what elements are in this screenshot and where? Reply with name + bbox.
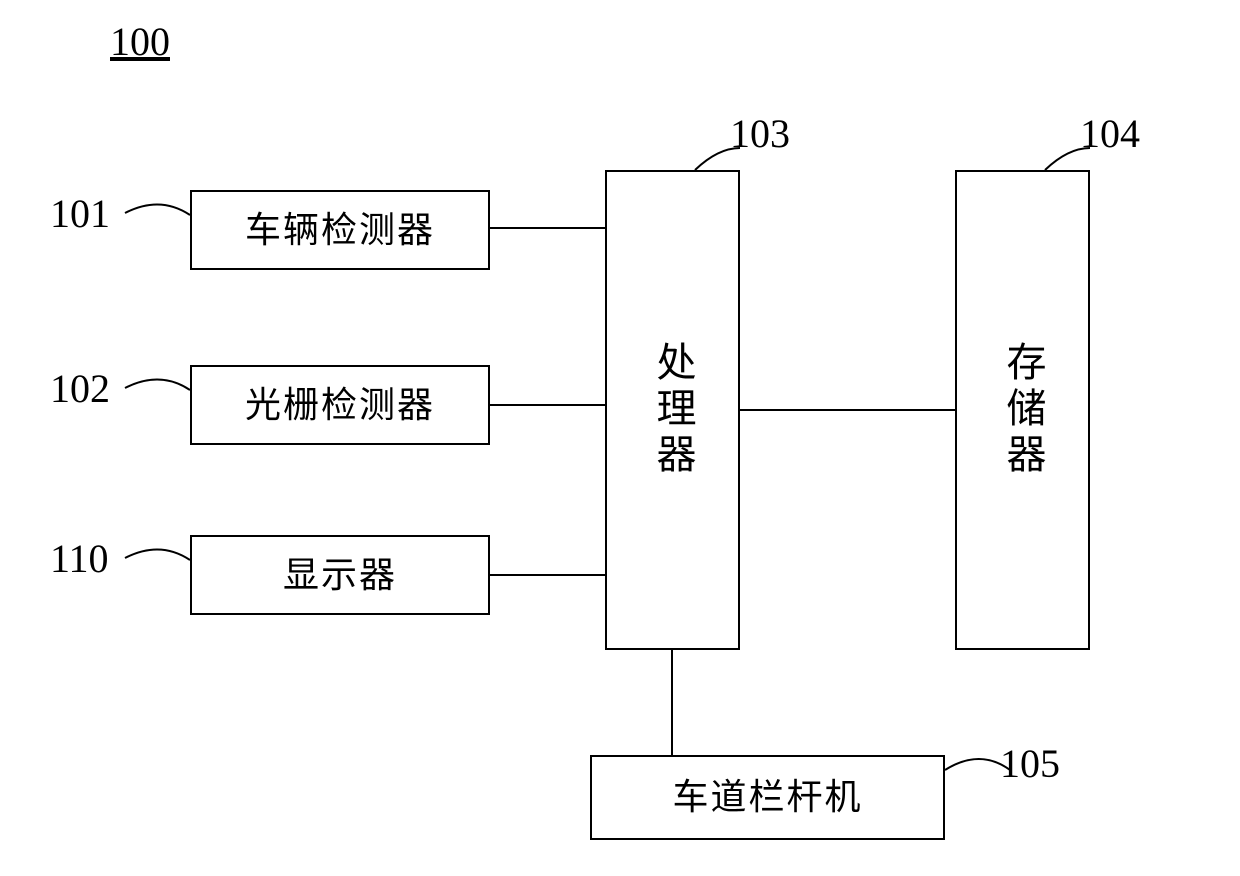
node-memory-label: 存储器 <box>1003 341 1043 479</box>
ref-103: 103 <box>730 110 790 157</box>
node-vehicle-detector: 车辆检测器 <box>190 190 490 270</box>
node-display-label: 显示器 <box>283 552 397 599</box>
ref-105-text: 105 <box>1000 741 1060 786</box>
ref-101: 101 <box>50 190 110 237</box>
ref-101-text: 101 <box>50 191 110 236</box>
node-memory: 存储器 <box>955 170 1090 650</box>
node-processor-label: 处理器 <box>653 341 693 479</box>
ref-104-text: 104 <box>1080 111 1140 156</box>
ref-104: 104 <box>1080 110 1140 157</box>
ref-110-text: 110 <box>50 536 109 581</box>
ref-102-text: 102 <box>50 366 110 411</box>
figure-reference-100: 100 <box>110 18 170 65</box>
node-display: 显示器 <box>190 535 490 615</box>
figure-reference-100-text: 100 <box>110 19 170 64</box>
ref-103-text: 103 <box>730 111 790 156</box>
node-grating-detector-label: 光栅检测器 <box>245 382 435 429</box>
node-processor: 处理器 <box>605 170 740 650</box>
ref-105: 105 <box>1000 740 1060 787</box>
node-lane-barrier: 车道栏杆机 <box>590 755 945 840</box>
ref-110: 110 <box>50 535 109 582</box>
node-vehicle-detector-label: 车辆检测器 <box>245 207 435 254</box>
leader-101 <box>125 204 190 215</box>
leader-110 <box>125 549 190 560</box>
leader-102 <box>125 379 190 390</box>
node-lane-barrier-label: 车道栏杆机 <box>672 774 862 821</box>
node-grating-detector: 光栅检测器 <box>190 365 490 445</box>
ref-102: 102 <box>50 365 110 412</box>
